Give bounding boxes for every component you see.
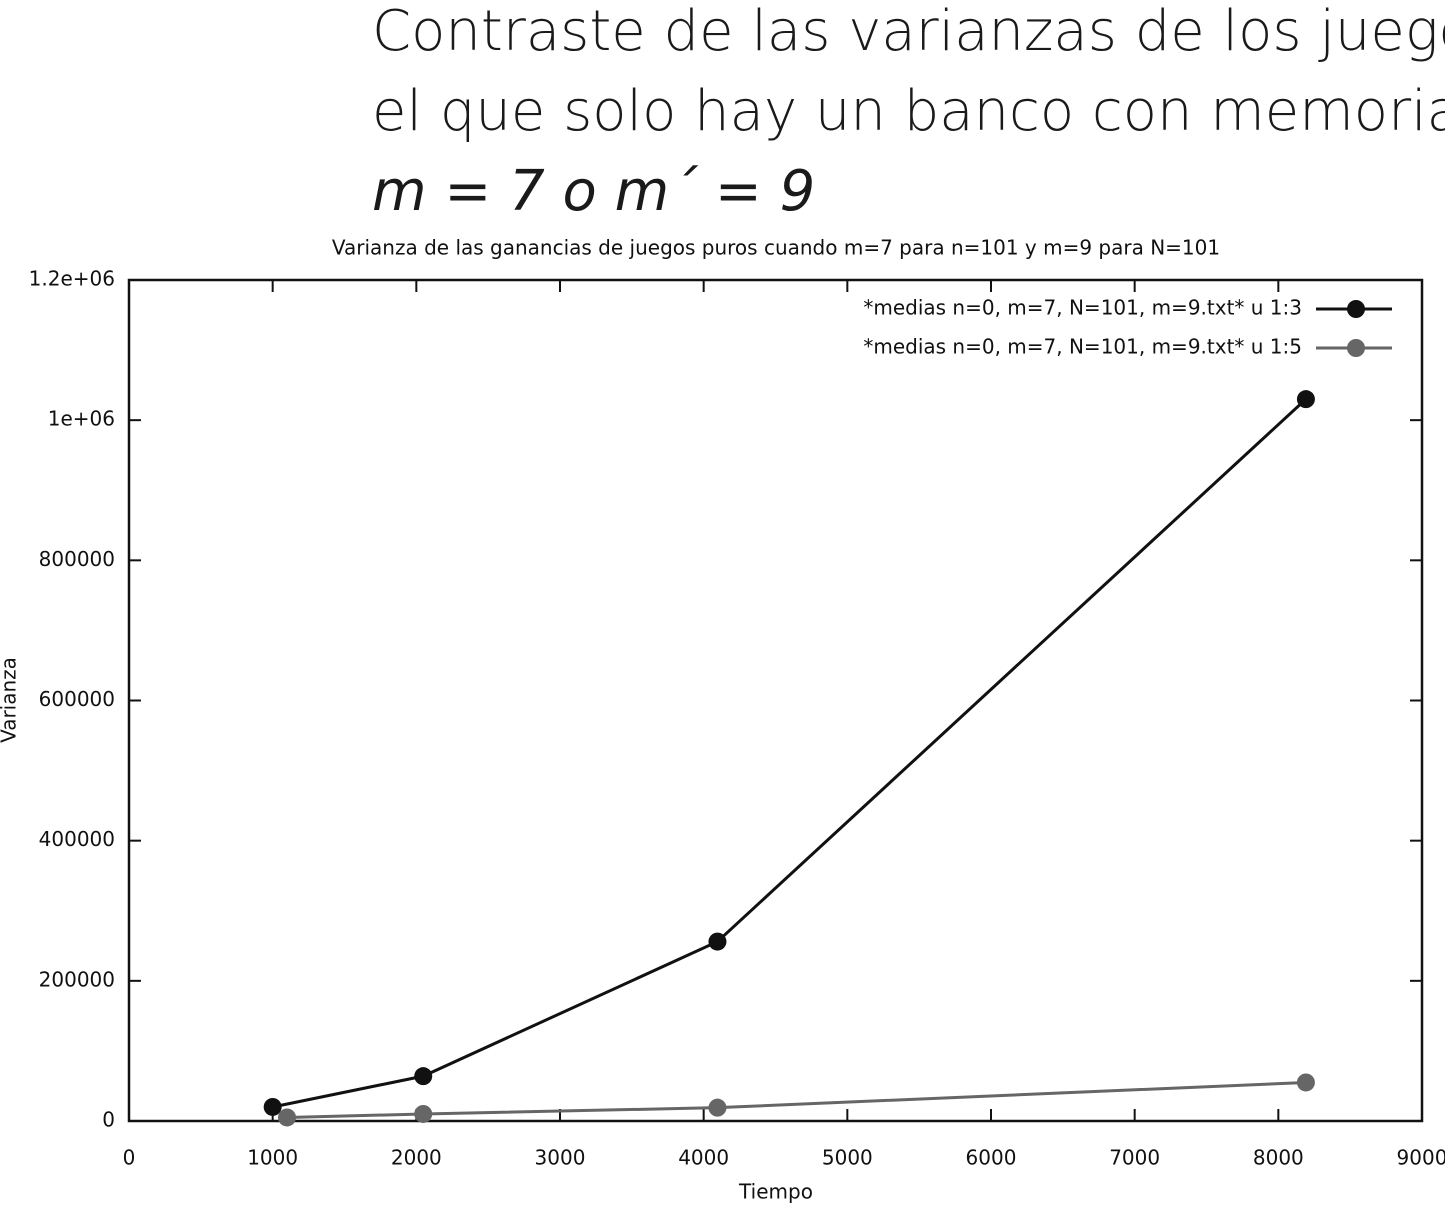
x-tick-label: 4000 xyxy=(678,1146,729,1170)
legend-label: *medias n=0, m=7, N=101, m=9.txt* u 1:3 xyxy=(863,296,1302,320)
series-line xyxy=(286,1080,1306,1119)
legend-label: *medias n=0, m=7, N=101, m=9.txt* u 1:5 xyxy=(863,335,1302,359)
point xyxy=(414,1067,433,1086)
y-tick-label: 400000 xyxy=(39,827,115,851)
header-line: el que solo hay un banco con memoria xyxy=(372,79,1445,144)
x-tick-label: 3000 xyxy=(535,1146,586,1170)
chart-title: Varianza de las ganancias de juegos puro… xyxy=(332,236,1220,260)
x-tick-label: 5000 xyxy=(822,1146,873,1170)
x-tick-label: 2000 xyxy=(391,1146,442,1170)
series-line xyxy=(272,398,1307,1109)
x-tick-label: 9000 xyxy=(1397,1146,1445,1170)
x-tick-label: 7000 xyxy=(1109,1146,1160,1170)
point xyxy=(708,1098,727,1117)
y-tick-label: 800000 xyxy=(39,547,115,571)
y-tick-label: 200000 xyxy=(39,967,115,991)
y-tick-label: 1e+06 xyxy=(48,407,115,431)
header-line: Contraste de las varianzas de los juegos… xyxy=(372,0,1445,64)
point xyxy=(1296,1073,1315,1092)
point xyxy=(708,932,727,951)
legend-marker xyxy=(1347,300,1365,318)
y-axis-label: Varianza xyxy=(0,657,21,743)
y-tick-label: 0 xyxy=(102,1108,115,1132)
plot-frame xyxy=(127,278,1424,1123)
header-line: m = 7 o m´ = 9 xyxy=(372,159,815,224)
x-tick-label: 0 xyxy=(123,1146,136,1170)
point xyxy=(414,1104,433,1123)
x-tick-label: 8000 xyxy=(1253,1146,1304,1170)
legend-marker xyxy=(1347,339,1365,357)
point xyxy=(278,1108,297,1127)
x-axis-label: Tiempo xyxy=(738,1180,813,1204)
point xyxy=(1296,390,1315,409)
point xyxy=(263,1097,282,1116)
x-tick-label: 6000 xyxy=(966,1146,1017,1170)
y-tick-label: 600000 xyxy=(39,687,115,711)
y-tick-label: 1.2e+06 xyxy=(29,267,115,291)
x-tick-label: 1000 xyxy=(247,1146,298,1170)
